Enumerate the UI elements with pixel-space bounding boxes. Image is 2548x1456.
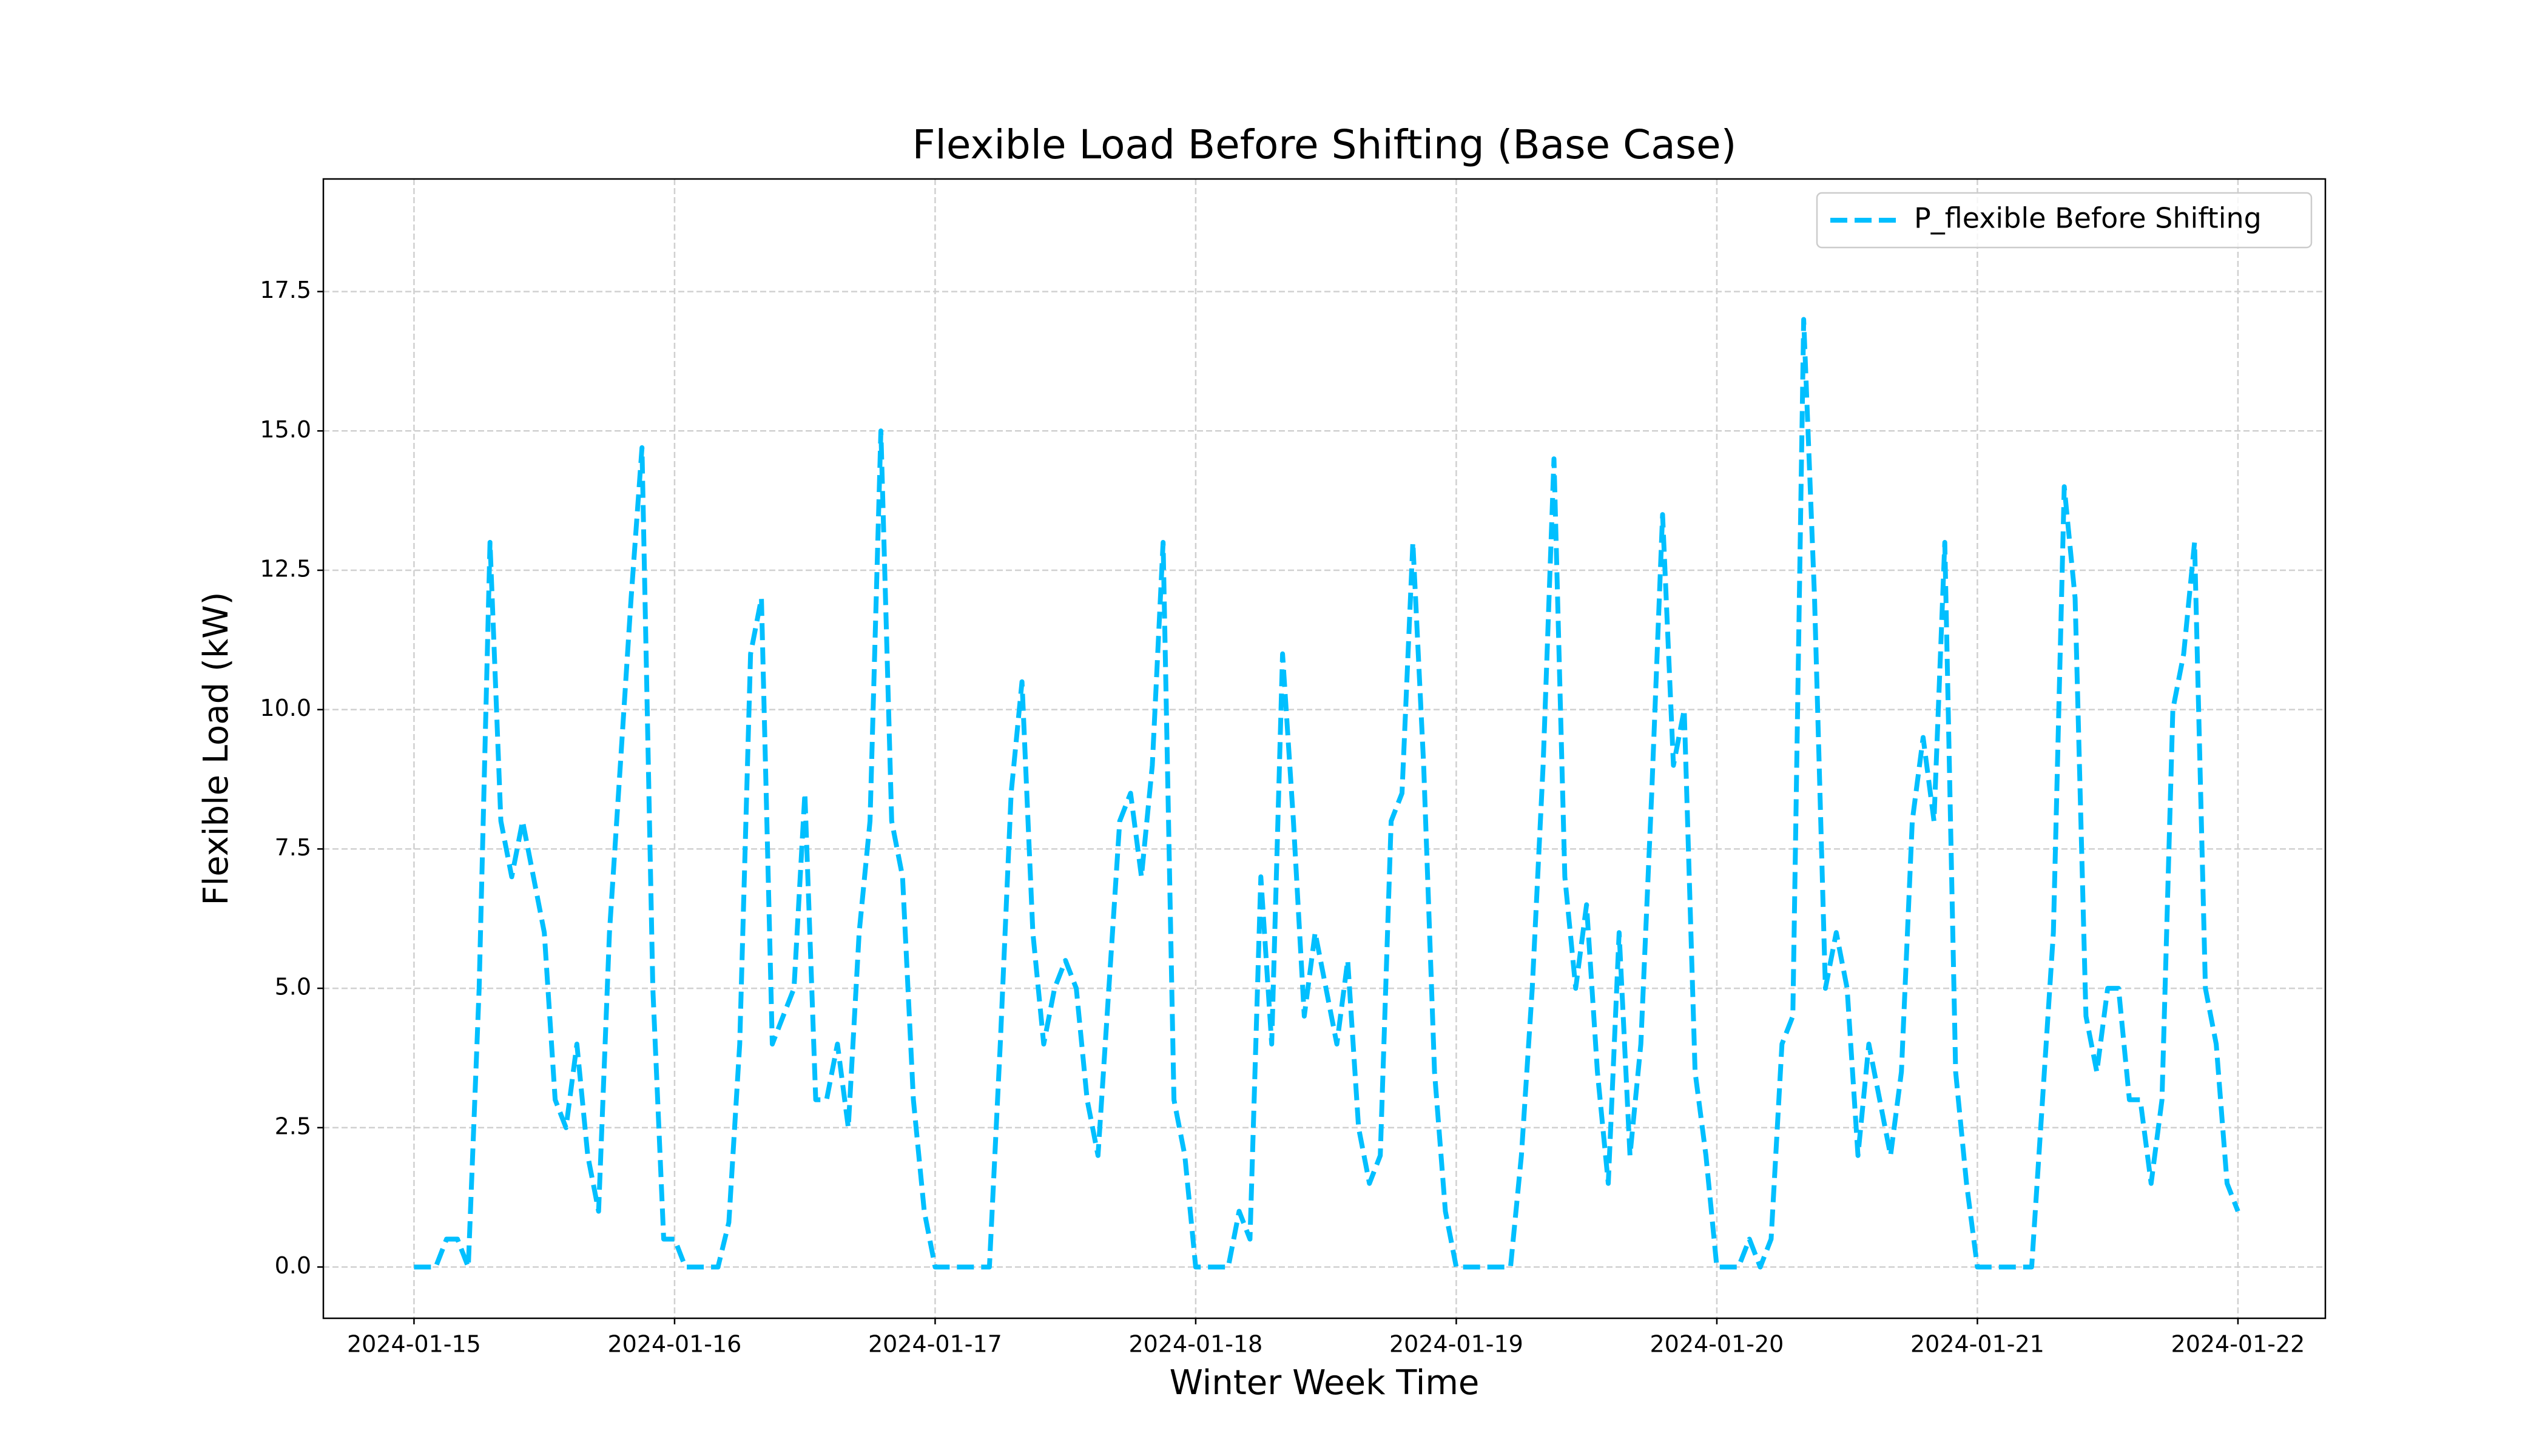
x-tick-label: 2024-01-20 <box>1650 1331 1784 1358</box>
y-tick-label: 12.5 <box>260 555 311 582</box>
plot-frame <box>322 178 2327 1320</box>
x-tick-label: 2024-01-15 <box>347 1331 481 1358</box>
data-line <box>414 317 2240 1270</box>
chart-title: Flexible Load Before Shifting (Base Case… <box>912 121 1737 168</box>
y-tick-label: 15.0 <box>260 416 311 443</box>
y-tick-label: 7.5 <box>275 834 311 861</box>
y-tick-label: 5.0 <box>275 974 311 1000</box>
x-tick-label: 2024-01-22 <box>2171 1331 2305 1358</box>
legend-box <box>1816 192 2313 249</box>
y-tick-label: 17.5 <box>260 277 311 303</box>
y-tick-label: 10.0 <box>260 695 311 721</box>
x-tick-label: 2024-01-19 <box>1389 1331 1523 1358</box>
x-tick-label: 2024-01-21 <box>1910 1331 2044 1358</box>
y-tick-label: 0.0 <box>275 1252 311 1279</box>
x-tick-label: 2024-01-16 <box>608 1331 742 1358</box>
y-tick-label: 2.5 <box>275 1113 311 1139</box>
legend-label: P_flexible Before Shifting <box>1914 202 2262 235</box>
y-axis-label: Flexible Load (kW) <box>197 592 236 906</box>
x-axis-label: Winter Week Time <box>1170 1363 1480 1403</box>
x-tick-label: 2024-01-17 <box>868 1331 1002 1358</box>
x-tick-label: 2024-01-18 <box>1129 1331 1263 1358</box>
legend: P_flexible Before Shifting <box>1816 192 2313 249</box>
